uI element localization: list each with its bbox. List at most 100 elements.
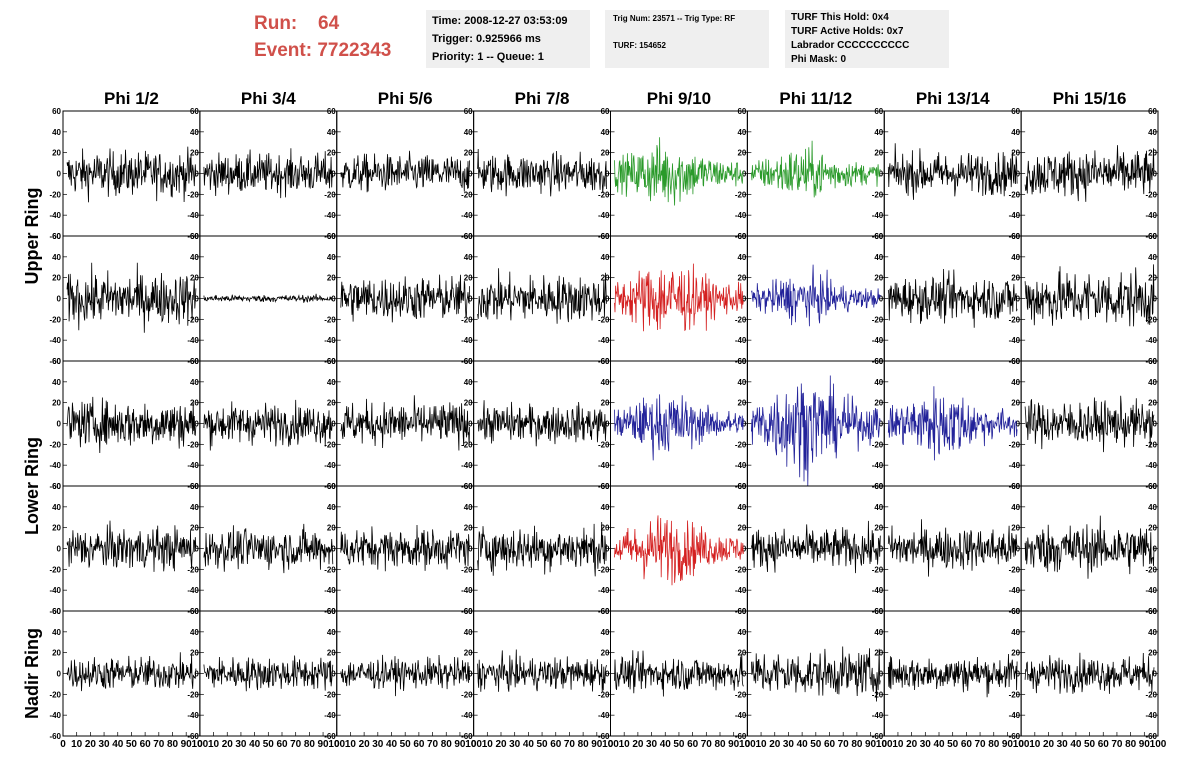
- x-tick-label: 40: [660, 739, 672, 750]
- y-tick-label: -20: [735, 190, 747, 199]
- y-tick-label: 60: [1011, 607, 1020, 616]
- y-tick-label: -60: [49, 482, 61, 491]
- y-tick-label: 20: [52, 399, 61, 408]
- y-tick-label: -20: [872, 565, 884, 574]
- y-tick-label: -20: [735, 440, 747, 449]
- waveform-trace: [751, 375, 881, 487]
- y-tick-label: 20: [327, 649, 336, 658]
- x-tick-label: 70: [701, 739, 713, 750]
- x-tick-label: 90: [318, 739, 330, 750]
- y-tick-label: 60: [737, 482, 746, 491]
- waveform-trace: [477, 148, 607, 197]
- ring-label: Upper Ring: [22, 188, 42, 285]
- y-tick-label: -60: [49, 732, 61, 741]
- y-tick-label: 40: [1011, 503, 1020, 512]
- y-tick-label: -40: [324, 586, 336, 595]
- y-tick-label: 60: [874, 482, 883, 491]
- y-tick-label: 40: [190, 253, 199, 262]
- y-tick-label: 60: [327, 482, 336, 491]
- y-tick-label: 60: [327, 607, 336, 616]
- y-tick-label: 40: [601, 628, 610, 637]
- time-info-panel: Time: 2008-12-27 03:53:09 Trigger: 0.925…: [426, 10, 590, 68]
- waveform-trace: [477, 400, 607, 447]
- waveform-trace: [477, 268, 607, 324]
- y-tick-label: -20: [598, 690, 610, 699]
- ring-label: Nadir Ring: [22, 628, 42, 719]
- y-tick-label: 60: [737, 107, 746, 116]
- y-tick-label: 40: [874, 128, 883, 137]
- y-tick-label: -20: [1145, 565, 1157, 574]
- y-tick-label: 60: [601, 232, 610, 241]
- y-tick-label: 40: [52, 128, 61, 137]
- y-tick-label: 40: [327, 253, 336, 262]
- waveform-trace: [203, 293, 334, 304]
- y-tick-label: -40: [461, 461, 473, 470]
- x-tick-label: 100: [602, 739, 619, 750]
- y-tick-label: 20: [190, 399, 199, 408]
- column-header: Phi 7/8: [515, 89, 570, 108]
- x-tick-label: 30: [509, 739, 521, 750]
- y-tick-label: -20: [49, 315, 61, 324]
- x-tick-label: 30: [920, 739, 932, 750]
- y-tick-label: -40: [461, 586, 473, 595]
- y-tick-label: -40: [49, 711, 61, 720]
- y-tick-label: 40: [1148, 628, 1157, 637]
- turf-active-text: TURF Active Holds: 0x7: [791, 26, 904, 37]
- y-tick-label: -20: [1145, 690, 1157, 699]
- y-tick-label: 60: [52, 482, 61, 491]
- y-tick-label: -40: [1145, 586, 1157, 595]
- waveform-trace: [1024, 652, 1155, 694]
- y-tick-label: -40: [872, 461, 884, 470]
- x-tick-label: 30: [783, 739, 795, 750]
- y-tick-label: 20: [1011, 399, 1020, 408]
- y-tick-label: 20: [327, 524, 336, 533]
- y-tick-label: -20: [49, 190, 61, 199]
- x-tick-label: 50: [947, 739, 959, 750]
- x-tick-label: 10: [1029, 739, 1041, 750]
- x-tick-label: 60: [961, 739, 973, 750]
- x-tick-label: 40: [112, 739, 124, 750]
- column-header: Phi 9/10: [647, 89, 711, 108]
- y-tick-label: -20: [49, 440, 61, 449]
- y-tick-label: 20: [190, 649, 199, 658]
- y-tick-label: -20: [735, 315, 747, 324]
- y-tick-label: 40: [874, 503, 883, 512]
- x-tick-label: 80: [851, 739, 863, 750]
- waveform-trace: [614, 515, 744, 586]
- x-tick-label: 10: [756, 739, 768, 750]
- y-tick-label: 20: [52, 149, 61, 158]
- y-tick-label: -40: [1009, 211, 1021, 220]
- turf-info-panel: TURF This Hold: 0x4 TURF Active Holds: 0…: [785, 10, 949, 68]
- y-tick-label: -20: [187, 440, 199, 449]
- y-tick-label: 60: [737, 357, 746, 366]
- y-tick-label: -20: [49, 565, 61, 574]
- y-tick-label: 60: [1011, 357, 1020, 366]
- y-tick-label: -40: [872, 336, 884, 345]
- column-header: Phi 11/12: [779, 89, 852, 108]
- y-tick-label: -40: [1009, 461, 1021, 470]
- y-tick-label: 40: [464, 378, 473, 387]
- y-tick-label: -40: [187, 336, 199, 345]
- y-tick-label: 40: [190, 128, 199, 137]
- x-tick-label: 10: [208, 739, 220, 750]
- y-tick-label: -40: [598, 586, 610, 595]
- y-tick-label: -20: [872, 440, 884, 449]
- y-tick-label: 40: [464, 253, 473, 262]
- y-tick-label: -60: [324, 732, 336, 741]
- y-tick-label: -20: [187, 690, 199, 699]
- y-tick-label: 60: [464, 482, 473, 491]
- y-tick-label: 60: [464, 232, 473, 241]
- waveform-trace: [751, 520, 881, 574]
- y-tick-label: -40: [1009, 711, 1021, 720]
- y-tick-label: 40: [1148, 378, 1157, 387]
- y-tick-label: -20: [1009, 315, 1021, 324]
- y-tick-label: -40: [598, 461, 610, 470]
- x-tick-label: 20: [85, 739, 97, 750]
- y-tick-label: 0: [331, 295, 336, 304]
- y-tick-label: -40: [1145, 711, 1157, 720]
- x-tick-label: 80: [578, 739, 590, 750]
- y-tick-label: 40: [52, 503, 61, 512]
- y-tick-label: -40: [187, 711, 199, 720]
- y-tick-label: 60: [1148, 357, 1157, 366]
- y-tick-label: 40: [874, 253, 883, 262]
